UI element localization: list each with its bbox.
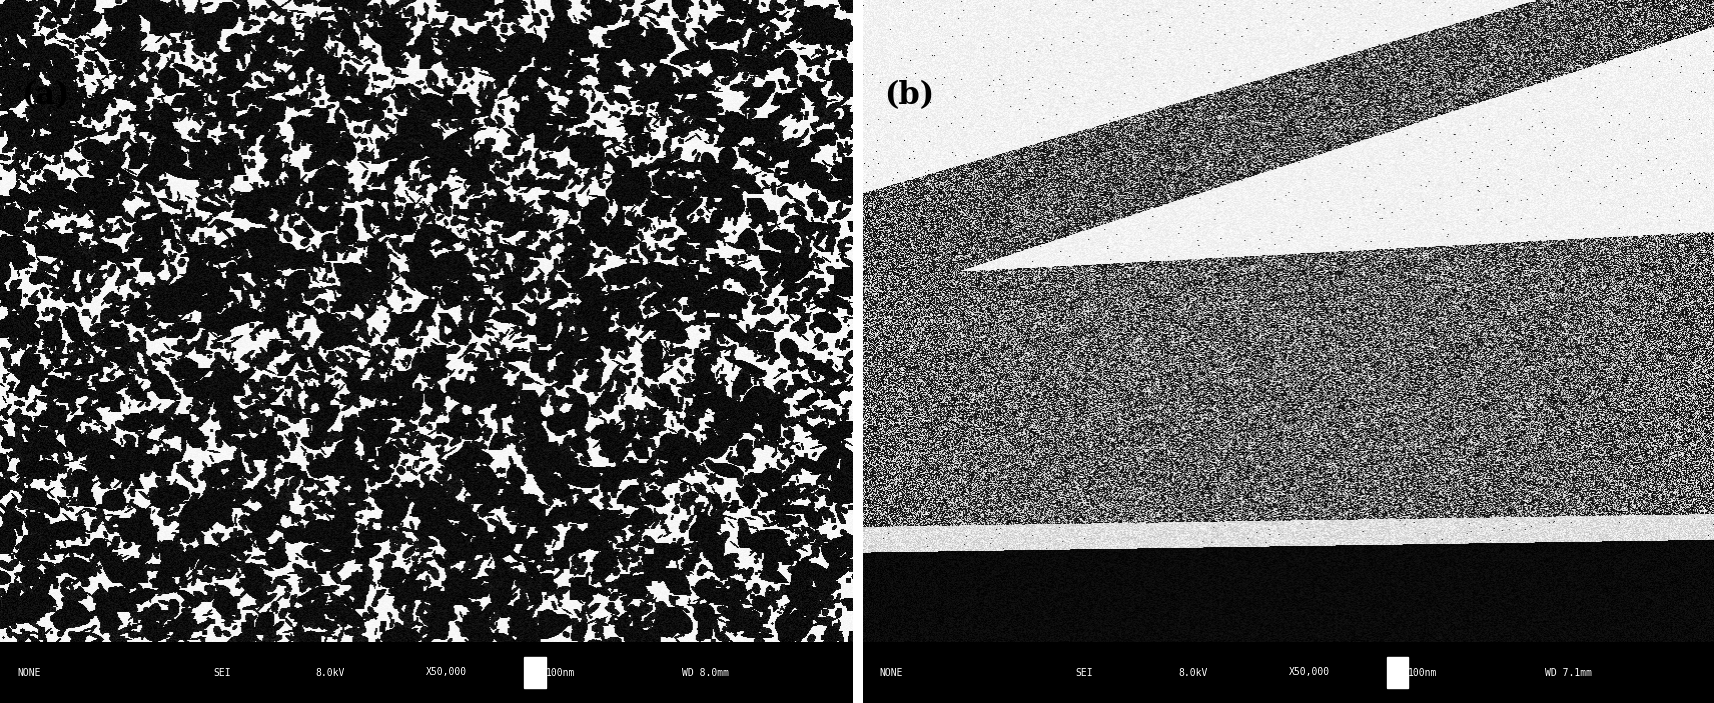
Text: (a): (a) [21,80,70,111]
Text: NONE: NONE [17,668,41,678]
Text: X50,000: X50,000 [427,668,466,678]
Text: 8.0kV: 8.0kV [1178,668,1207,678]
Bar [1387,657,1407,688]
Text: 100nm: 100nm [545,668,574,678]
Text: NONE: NONE [879,668,903,678]
Text: 8.0kV: 8.0kV [315,668,345,678]
Text: WD 7.1mm: WD 7.1mm [1544,668,1591,678]
Text: SEI: SEI [213,668,231,678]
Text: X50,000: X50,000 [1289,668,1328,678]
Bar [524,657,545,688]
Text: (b): (b) [883,80,934,111]
Text: 100nm: 100nm [1407,668,1436,678]
Text: SEI: SEI [1075,668,1094,678]
Text: WD 8.0mm: WD 8.0mm [682,668,728,678]
